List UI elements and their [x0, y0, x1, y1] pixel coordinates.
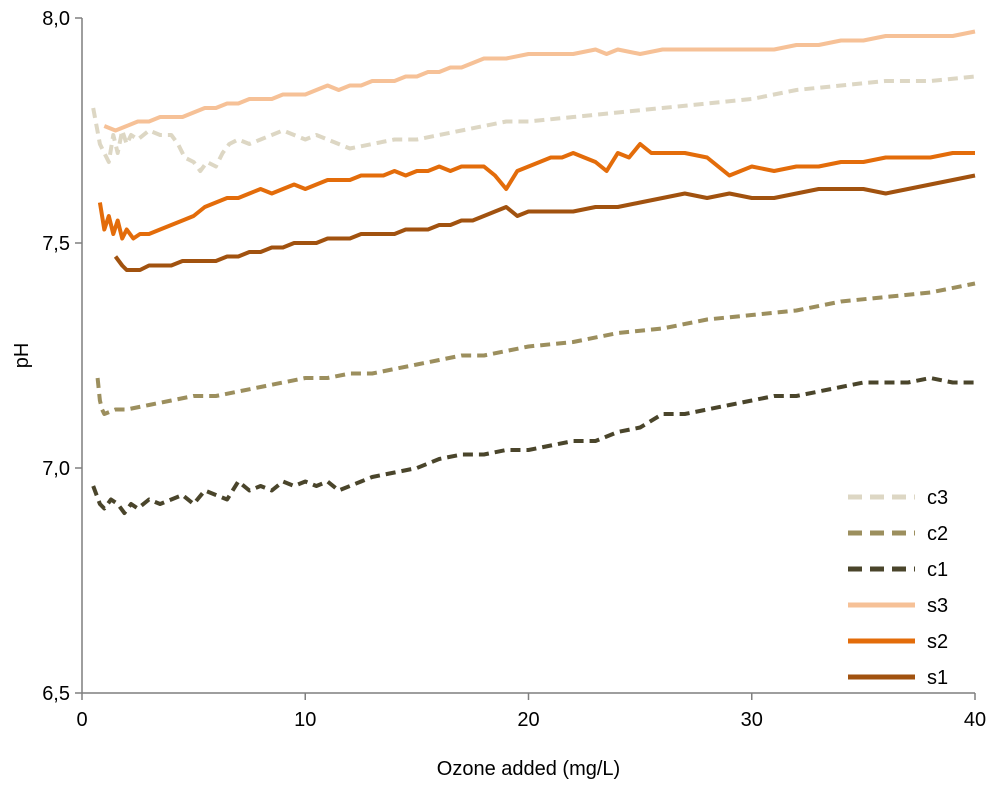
- y-tick-label: 7,0: [42, 458, 70, 480]
- series-line-s1: [113, 173, 976, 272]
- series-line-c1: [91, 376, 975, 515]
- legend-label-s2: s2: [927, 631, 948, 653]
- series-layer: [91, 29, 976, 515]
- series-line-s2: [97, 142, 975, 241]
- legend-label-c1: c1: [927, 559, 948, 581]
- series-line-c3: [91, 74, 976, 173]
- legend-label-s1: s1: [927, 667, 948, 689]
- x-tick-label: 20: [517, 709, 539, 731]
- x-tick-label: 10: [294, 709, 316, 731]
- x-tick-label: 0: [76, 709, 87, 731]
- axis-ticks: 6,5 7,0 7,5 8,0 0 10 20 30 40: [42, 8, 986, 731]
- series-line-s3: [103, 29, 976, 133]
- legend-label-s3: s3: [927, 595, 948, 617]
- y-tick-label: 8,0: [42, 8, 70, 30]
- series-line-c2: [95, 281, 976, 416]
- y-tick-label: 6,5: [42, 683, 70, 705]
- legend-label-c3: c3: [927, 487, 948, 509]
- x-tick-label: 40: [964, 709, 986, 731]
- legend-label-c2: c2: [927, 523, 948, 545]
- legend: c3 c2 c1 s3 s2 s1: [848, 487, 948, 689]
- x-tick-label: 30: [741, 709, 763, 731]
- y-axis-title: pH: [11, 343, 33, 369]
- x-axis-title: Ozone added (mg/L): [437, 758, 620, 780]
- y-tick-label: 7,5: [42, 233, 70, 255]
